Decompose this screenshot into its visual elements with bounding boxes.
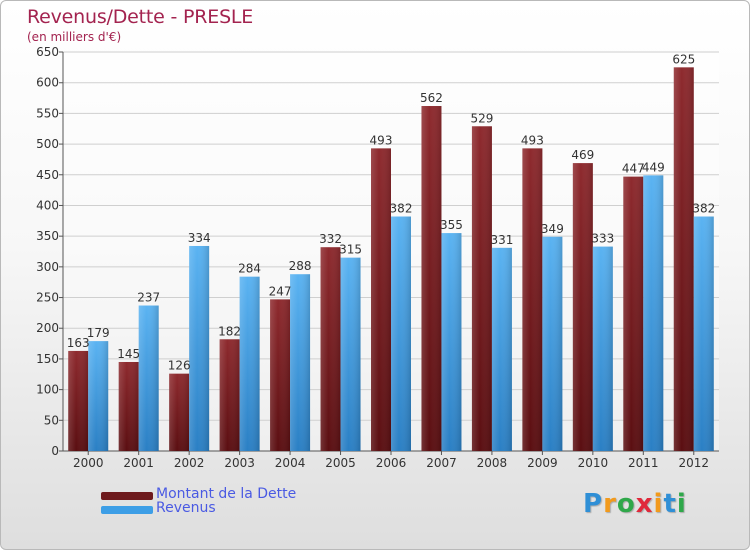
data-label-revenue: 315 xyxy=(339,243,362,257)
x-tick-label: 2012 xyxy=(678,456,709,470)
bars-layer xyxy=(68,67,714,452)
logo-letter: i xyxy=(676,489,687,519)
y-tick-label: 400 xyxy=(36,198,59,212)
data-label-debt: 163 xyxy=(67,336,90,350)
bar-shade xyxy=(592,246,613,451)
data-label-revenue: 355 xyxy=(440,218,463,232)
x-tick-label: 2005 xyxy=(325,456,356,470)
bar-shade xyxy=(371,148,391,451)
data-label-debt: 625 xyxy=(672,52,695,66)
bar-shade xyxy=(693,216,714,451)
bar-shade xyxy=(169,373,190,451)
bar-shade xyxy=(643,175,664,452)
data-label-revenue: 333 xyxy=(591,232,614,246)
data-label-revenue: 449 xyxy=(642,160,665,174)
y-tick-label: 50 xyxy=(44,413,59,427)
data-label-debt: 493 xyxy=(370,133,393,147)
bar-shade xyxy=(421,106,442,451)
logo-letter: x xyxy=(635,489,654,519)
y-tick-label: 0 xyxy=(51,444,59,458)
bar-shade xyxy=(522,148,543,451)
data-label-debt: 145 xyxy=(117,347,140,361)
x-tick-label: 2010 xyxy=(578,456,609,470)
proxiti-logo: Proxiti xyxy=(583,489,687,519)
y-tick-label: 550 xyxy=(36,106,59,120)
bar-shade xyxy=(239,276,260,451)
bar-shade xyxy=(68,350,89,451)
data-label-debt: 493 xyxy=(521,133,544,147)
logo-letter: r xyxy=(603,489,617,519)
data-label-debt: 247 xyxy=(269,284,292,298)
y-tick-label: 650 xyxy=(36,45,59,59)
data-label-revenue: 349 xyxy=(541,222,564,236)
bar-shade xyxy=(391,216,411,451)
axis-layer: 0 50 100 150 200 250 300 350 400 450 500 550 600 650 2… xyxy=(36,45,719,470)
y-tick-label: 100 xyxy=(36,383,59,397)
bar-shade xyxy=(441,233,462,451)
x-tick-label: 2009 xyxy=(527,456,558,470)
x-tick-label: 2011 xyxy=(628,456,659,470)
y-tick-label: 150 xyxy=(36,352,59,366)
y-tick-label: 200 xyxy=(36,321,59,335)
x-tick-label: 2001 xyxy=(123,456,154,470)
data-label-revenue: 382 xyxy=(390,202,413,216)
x-tick-label: 2000 xyxy=(73,456,104,470)
bar-shade xyxy=(572,163,593,452)
data-label-debt: 332 xyxy=(319,232,342,246)
chart-subtitle: (en milliers d'€) xyxy=(27,30,122,44)
legend-swatch-revenue xyxy=(101,506,153,514)
legend-label-debt: Montant de la Dette xyxy=(156,486,297,502)
data-label-debt: 126 xyxy=(168,359,191,373)
data-label-revenue: 331 xyxy=(490,233,513,247)
data-label-revenue: 284 xyxy=(238,262,261,276)
data-label-revenue: 237 xyxy=(137,291,160,305)
bar-shade xyxy=(118,361,139,451)
data-label-debt: 562 xyxy=(420,91,443,105)
logo-letter: t xyxy=(663,489,677,519)
bar-shade xyxy=(138,305,159,451)
y-tick-label: 300 xyxy=(36,260,59,274)
bar-shade xyxy=(290,274,311,451)
bar-shade xyxy=(673,67,694,451)
x-tick-label: 2006 xyxy=(376,456,407,470)
data-label-debt: 447 xyxy=(622,162,645,176)
chart-title: Revenus/Dette - PRESLE xyxy=(27,6,254,28)
data-label-revenue: 288 xyxy=(289,259,312,273)
x-tick-label: 2004 xyxy=(275,456,306,470)
bar-shade xyxy=(219,339,240,451)
logo-letter: P xyxy=(583,489,604,519)
x-tick-label: 2003 xyxy=(224,456,255,470)
data-label-debt: 469 xyxy=(571,148,594,162)
y-tick-label: 350 xyxy=(36,229,59,243)
bar-shade xyxy=(471,126,492,451)
bar-shade xyxy=(491,247,512,451)
data-label-debt: 529 xyxy=(470,111,493,125)
legend-swatch-debt xyxy=(101,492,153,500)
data-label-debt: 182 xyxy=(218,324,241,338)
bar-shade xyxy=(270,299,291,451)
bar-shade xyxy=(542,236,563,451)
y-tick-label: 450 xyxy=(36,168,59,182)
logo-letter: o xyxy=(616,489,636,519)
x-tick-label: 2008 xyxy=(477,456,508,470)
bar-shade xyxy=(623,176,644,451)
legend-label-revenue: Revenus xyxy=(156,500,216,516)
bar-shade xyxy=(340,257,361,451)
data-label-revenue: 179 xyxy=(87,326,110,340)
logo-letter: i xyxy=(653,489,664,519)
data-label-revenue: 382 xyxy=(692,202,715,216)
bar-shade xyxy=(320,247,341,451)
data-label-revenue: 334 xyxy=(188,231,211,245)
bar-shade xyxy=(88,341,109,451)
x-tick-label: 2007 xyxy=(426,456,457,470)
x-tick-label: 2002 xyxy=(174,456,205,470)
y-tick-label: 500 xyxy=(36,137,59,151)
y-tick-label: 600 xyxy=(36,76,59,90)
y-tick-label: 250 xyxy=(36,291,59,305)
bar-shade xyxy=(189,245,210,451)
